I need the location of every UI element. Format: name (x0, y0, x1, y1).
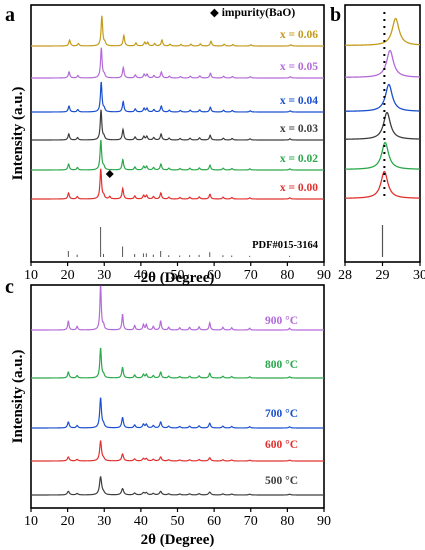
b-x-tick-label-29: 29 (376, 268, 390, 283)
zoom-line-x-0-02 (344, 141, 421, 170)
c-x-tick-label-20: 20 (61, 514, 75, 529)
series-label-700-c: 700 °C (265, 408, 298, 420)
series-label-800-c: 800 °C (265, 359, 298, 371)
panel-a-label: a (5, 4, 15, 26)
x-tick-label-20: 20 (61, 268, 75, 283)
series-line-800-c (31, 347, 324, 379)
c-y-axis-label: Intensity (a.u.) (10, 350, 26, 444)
x-axis-label: 2θ (Degree) (141, 270, 215, 286)
y-axis-label: Intensity (a.u.) (10, 87, 26, 181)
c-x-tick-label-80: 80 (280, 514, 294, 529)
x-tick-label-80: 80 (280, 268, 294, 283)
series-label-x-0-06: x = 0.06 (280, 29, 318, 41)
c-x-tick-label-50: 50 (171, 514, 185, 529)
panel-c: c 500 °C 600 °C 700 °C 800 °C 900 °C 10 20 30 40 5… (5, 276, 331, 548)
x-tick-label-60: 60 (207, 268, 221, 283)
x-tick-label-40: 40 (134, 268, 148, 283)
series-label-x-0-04: x = 0.04 (280, 95, 318, 107)
b-x-tick-label-30: 30 (413, 268, 425, 283)
series-line-x-0-04 (31, 81, 324, 113)
c-x-tick-label-60: 60 (207, 514, 221, 529)
series-label-900-c: 900 °C (265, 315, 298, 327)
c-x-tick-label-70: 70 (244, 514, 258, 529)
c-x-tick-label-90: 90 (317, 514, 331, 529)
zoom-line-x-0-06 (345, 17, 421, 46)
reference-pattern (67, 227, 291, 257)
series-label-x-0-03: x = 0.03 (280, 123, 318, 135)
c-x-axis-label: 2θ (Degree) (141, 532, 215, 548)
series-label-x-0-00: x = 0.00 (280, 182, 318, 194)
series-line-x-0-05 (31, 47, 324, 79)
zoom-line-x-0-05 (344, 49, 421, 78)
panel-a: a PDF#015-3164 x = 0.00 x = 0.02 x = 0.03 x =… (5, 4, 331, 286)
series-line-x-0-03 (31, 109, 324, 141)
series-label-600-c: 600 °C (265, 439, 298, 451)
zoom-line-x-0-04 (345, 83, 421, 112)
x-tick-label-70: 70 (244, 268, 258, 283)
x-tick-label-10: 10 (24, 268, 38, 283)
series-line-700-c (31, 397, 324, 429)
series-label-500-c: 500 °C (265, 475, 298, 487)
x-tick-label-30: 30 (97, 268, 111, 283)
impurity-legend: ◆ impurity(BaO) (210, 7, 295, 19)
series-label-x-0-02: x = 0.02 (280, 153, 318, 165)
impurity-marker (105, 170, 114, 178)
x-tick-label-50: 50 (171, 268, 185, 283)
c-x-tick-label-10: 10 (24, 514, 38, 529)
zoom-line-x-0-00 (344, 170, 420, 199)
series-line-x-0-00 (31, 168, 324, 200)
series-line-600-c (31, 440, 324, 462)
c-x-tick-label-30: 30 (97, 514, 111, 529)
series-line-x-0-06 (31, 15, 324, 47)
panel-b-label: b (330, 4, 341, 26)
b-x-tick-label-28: 28 (338, 268, 352, 283)
series-label-x-0-05: x = 0.05 (280, 61, 318, 73)
panel-c-label: c (5, 276, 14, 298)
series-line-x-0-02 (31, 139, 324, 171)
series-line-500-c (31, 476, 324, 496)
zoom-line-x-0-03 (345, 111, 420, 140)
x-tick-label-90: 90 (317, 268, 331, 283)
reference-label: PDF#015-3164 (252, 240, 319, 251)
c-x-tick-label-40: 40 (134, 514, 148, 529)
panel-b: b 28 29 30 (330, 4, 425, 283)
series-line-900-c (30, 285, 324, 331)
